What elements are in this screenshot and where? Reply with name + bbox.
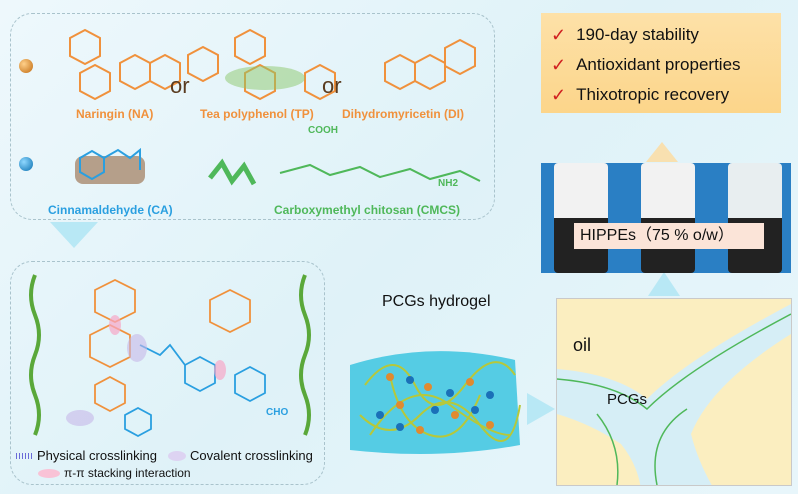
dihydromyricetin-label: Dihydromyricetin (DI): [342, 107, 465, 121]
or-text: or: [322, 73, 342, 98]
tea-polyphenol-structure: [234, 28, 266, 66]
properties-box: ✓ 190-day stability ✓ Antioxidant properti…: [541, 13, 781, 113]
legend-stacking-label: π-π stacking interaction: [64, 466, 191, 480]
molecular-structures: [69, 28, 481, 186]
vial: [554, 163, 608, 273]
cmcs-cooh-group: COOH: [308, 125, 338, 136]
tea-polyphenol-label: Tea polyphenol (TP): [200, 107, 314, 121]
chitosan-chain-icon: [208, 158, 257, 186]
legend-covalent: Covalent crosslinking: [168, 448, 313, 463]
vial: [641, 163, 695, 273]
property-label: Antioxidant properties: [576, 55, 741, 74]
up-arrow-properties: [646, 142, 678, 162]
check-icon: ✓: [551, 85, 567, 105]
polyphenol-sphere-icon: [19, 59, 33, 73]
right-arrow: [527, 393, 555, 425]
vial: [728, 163, 782, 273]
or-text: or: [170, 73, 190, 98]
legend-stacking: π-π stacking interaction: [38, 466, 191, 481]
cmcs-nh2-group: NH2: [438, 178, 459, 189]
property-item: ✓ Thixotropic recovery: [551, 80, 781, 110]
property-label: 190-day stability: [576, 25, 699, 44]
check-icon: ✓: [551, 25, 567, 45]
aldehyde-cho-group: CHO: [266, 407, 289, 418]
crosslinking-mechanism: [29, 274, 311, 438]
naringin-label: Naringin (NA): [76, 107, 154, 121]
down-arrow: [50, 222, 98, 248]
pcgs-label: PCGs: [607, 391, 648, 408]
legend-covalent-label: Covalent crosslinking: [190, 448, 313, 463]
legend-physical-label: Physical crosslinking: [37, 448, 157, 463]
emulsion-droplet-interface: [557, 304, 791, 485]
mechanism-panel: [10, 261, 325, 485]
aldehyde-sphere-icon: [19, 157, 33, 171]
hippes-label-box: HIPPEs（75 % o/w）: [574, 223, 764, 249]
cinnamaldehyde-label: Cinnamaldehyde (CA): [48, 203, 173, 217]
cinnamon-stick: [75, 156, 145, 184]
dihydromyricetin-structure: [384, 53, 416, 91]
cmcs-label: Carboxymethyl chitosan (CMCS): [274, 203, 461, 217]
hippes-label: HIPPEs（75 % o/w）: [580, 227, 734, 244]
check-icon: ✓: [551, 55, 567, 75]
property-item: ✓ Antioxidant properties: [551, 50, 781, 80]
legend-physical: Physical crosslinking: [16, 448, 157, 463]
sources-panel: [10, 13, 495, 220]
emulsion-panel: oil PCGs: [556, 298, 792, 486]
property-item: ✓ 190-day stability: [551, 20, 781, 50]
oil-label: oil: [573, 335, 592, 355]
hatched-line-icon: [16, 452, 34, 459]
vials-photo: HIPPEs（75 % o/w）: [541, 163, 791, 273]
hydrogel-block: [350, 351, 521, 454]
up-arrow-emulsion: [648, 272, 680, 296]
property-label: Thixotropic recovery: [576, 85, 730, 104]
pink-dashed-ellipse-icon: [38, 469, 60, 478]
hydrogel-label: PCGs hydrogel: [382, 293, 491, 310]
purple-ellipse-icon: [168, 450, 186, 461]
naringin-structure: [69, 28, 101, 66]
